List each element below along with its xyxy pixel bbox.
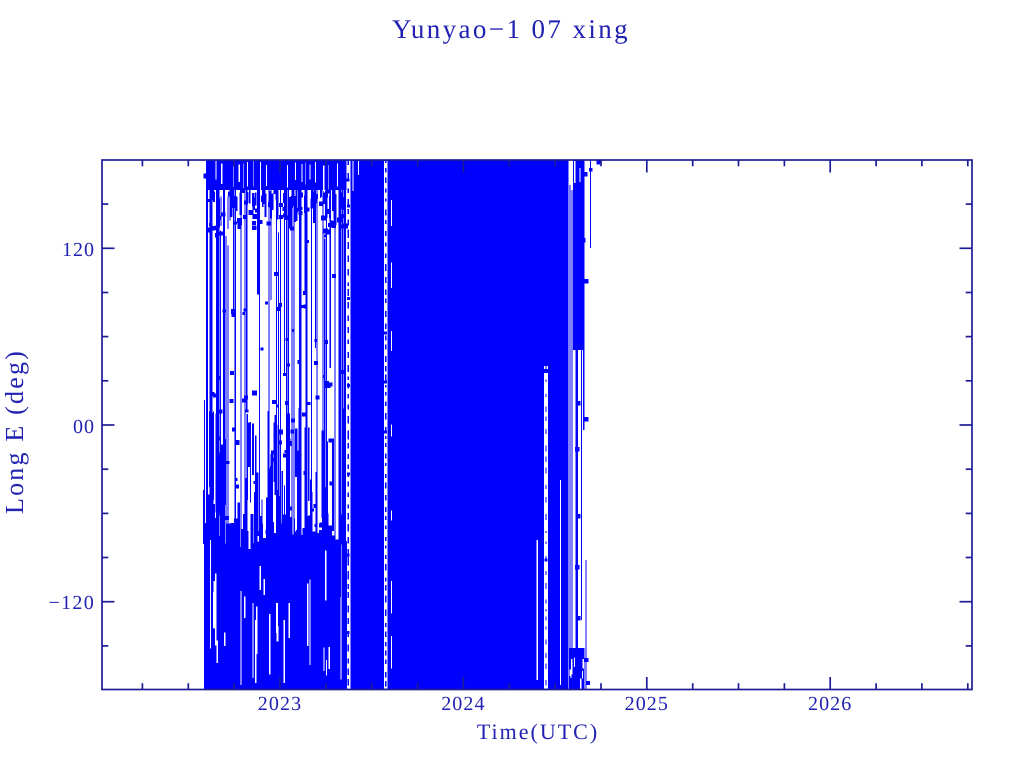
svg-text:Yunyao−1 07 xing: Yunyao−1 07 xing bbox=[392, 14, 630, 44]
svg-text:00: 00 bbox=[73, 416, 95, 438]
svg-text:2026: 2026 bbox=[808, 693, 852, 715]
svg-text:Long E (deg): Long E (deg) bbox=[0, 349, 29, 514]
svg-text:2025: 2025 bbox=[625, 693, 669, 715]
svg-text:2024: 2024 bbox=[441, 693, 485, 715]
svg-text:−120: −120 bbox=[49, 592, 95, 614]
svg-text:2023: 2023 bbox=[258, 693, 302, 715]
svg-text:120: 120 bbox=[62, 239, 95, 261]
svg-text:Time(UTC): Time(UTC) bbox=[477, 719, 599, 744]
